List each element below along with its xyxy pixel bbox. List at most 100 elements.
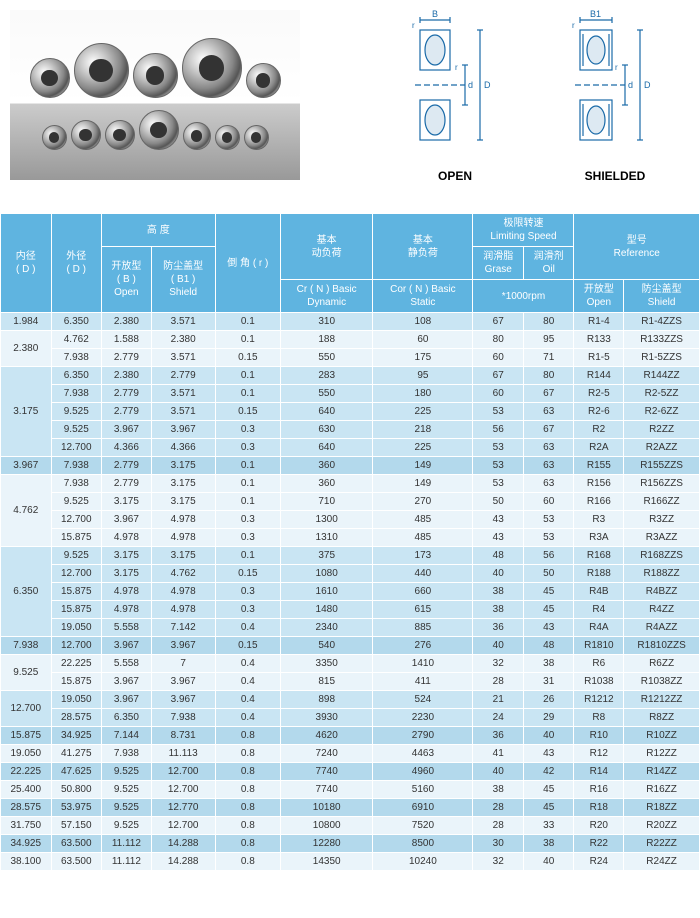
table-header: 内径( D ) 外径( D ) 高 度 倒 角 ( r ) 基本动负荷 基本静负… xyxy=(1,214,700,313)
cell: 640 xyxy=(281,403,373,421)
cell: 3.967 xyxy=(102,673,152,691)
cell: 9.525 xyxy=(102,799,152,817)
cell: 4.762 xyxy=(51,331,102,349)
diagram-shielded: B1 r r d D SHIELDED xyxy=(550,10,680,183)
cell: 63 xyxy=(523,475,574,493)
cell: 3.175 xyxy=(151,493,215,511)
cell: R1-5ZZS xyxy=(624,349,700,367)
cell: R1212ZZ xyxy=(624,691,700,709)
svg-text:B: B xyxy=(432,10,438,19)
cell: 3.175 xyxy=(151,457,215,475)
cell: R133ZZS xyxy=(624,331,700,349)
cell: 1410 xyxy=(373,655,473,673)
cell: 63.500 xyxy=(51,835,102,853)
cell: 1480 xyxy=(281,601,373,619)
cell: 4.978 xyxy=(151,583,215,601)
cell: 0.4 xyxy=(215,691,280,709)
cell: 14.288 xyxy=(151,835,215,853)
cell: 38 xyxy=(523,835,574,853)
cell: R14ZZ xyxy=(624,763,700,781)
table-row: 12.7003.9674.9780.313004854353R3R3ZZ xyxy=(1,511,700,529)
cell: 640 xyxy=(281,439,373,457)
cell: 95 xyxy=(523,331,574,349)
cell: R4A xyxy=(574,619,624,637)
cell: 10240 xyxy=(373,853,473,871)
cell: 3.175 xyxy=(151,547,215,565)
cell: 12.770 xyxy=(151,799,215,817)
table-row: 7.93812.7003.9673.9670.155402764048R1810… xyxy=(1,637,700,655)
cell: 53 xyxy=(473,439,524,457)
cell: 149 xyxy=(373,475,473,493)
cell: 67 xyxy=(523,385,574,403)
cell: 3.175 xyxy=(102,547,152,565)
cell: 3.175 xyxy=(102,493,152,511)
cell: R156 xyxy=(574,475,624,493)
cell: R1810ZZS xyxy=(624,637,700,655)
cell: 15.875 xyxy=(51,601,102,619)
cell: 7 xyxy=(151,655,215,673)
cell: 615 xyxy=(373,601,473,619)
cell: 2.779 xyxy=(102,403,152,421)
cell-inner-d: 38.100 xyxy=(1,853,52,871)
cell: R168ZZS xyxy=(624,547,700,565)
cell: R166 xyxy=(574,493,624,511)
cell: 0.1 xyxy=(215,313,280,331)
cell: 2790 xyxy=(373,727,473,745)
cell: 2.779 xyxy=(102,457,152,475)
cell: 1300 xyxy=(281,511,373,529)
table-row: 15.8754.9784.9780.313104854353R3AR3AZZ xyxy=(1,529,700,547)
cell: 4.978 xyxy=(102,529,152,547)
cell: 63 xyxy=(523,403,574,421)
cell: 45 xyxy=(523,799,574,817)
svg-text:r: r xyxy=(615,63,618,72)
cell: 7240 xyxy=(281,745,373,763)
cell: R1-4ZZS xyxy=(624,313,700,331)
cell: 0.15 xyxy=(215,637,280,655)
cell: 225 xyxy=(373,403,473,421)
cell: 38 xyxy=(473,583,524,601)
diagram-open: B r r d D OPEN xyxy=(390,10,520,183)
cell: R156ZZS xyxy=(624,475,700,493)
cell: 43 xyxy=(473,511,524,529)
cell: 53 xyxy=(473,457,524,475)
cell: 60 xyxy=(523,493,574,511)
cell: R6 xyxy=(574,655,624,673)
cell: 2340 xyxy=(281,619,373,637)
cell: 40 xyxy=(473,637,524,655)
table-row: 1.9846.3502.3803.5710.13101086780R1-4R1-… xyxy=(1,313,700,331)
cell: 67 xyxy=(523,421,574,439)
cell: 1610 xyxy=(281,583,373,601)
cell: R3A xyxy=(574,529,624,547)
cell: 60 xyxy=(373,331,473,349)
cell: 7.938 xyxy=(51,457,102,475)
cell-inner-d: 3.175 xyxy=(1,367,52,457)
cell: R4AZZ xyxy=(624,619,700,637)
cell: 485 xyxy=(373,529,473,547)
cell: 0.15 xyxy=(215,349,280,367)
table-row: 6.3509.5253.1753.1750.13751734856R168R16… xyxy=(1,547,700,565)
cell: 48 xyxy=(473,547,524,565)
cell: R2-6 xyxy=(574,403,624,421)
cell: R1-4 xyxy=(574,313,624,331)
product-photo xyxy=(10,10,300,180)
cell: 8.731 xyxy=(151,727,215,745)
cell: 56 xyxy=(473,421,524,439)
table-row: 3.9677.9382.7793.1750.13601495363R155R15… xyxy=(1,457,700,475)
cell: 12.700 xyxy=(51,637,102,655)
th-inner-d: 内径( D ) xyxy=(1,214,52,313)
cell: 108 xyxy=(373,313,473,331)
cell: 28 xyxy=(473,673,524,691)
cell: 53 xyxy=(523,529,574,547)
cell: 12.700 xyxy=(151,817,215,835)
cell: R8ZZ xyxy=(624,709,700,727)
cell: 540 xyxy=(281,637,373,655)
cell: 0.3 xyxy=(215,511,280,529)
cell: 0.3 xyxy=(215,583,280,601)
cell: 3.967 xyxy=(102,637,152,655)
cell: R2-5 xyxy=(574,385,624,403)
cell: 30 xyxy=(473,835,524,853)
cell: 5160 xyxy=(373,781,473,799)
cell: 9.525 xyxy=(102,763,152,781)
cell: 19.050 xyxy=(51,619,102,637)
cell-inner-d: 31.750 xyxy=(1,817,52,835)
